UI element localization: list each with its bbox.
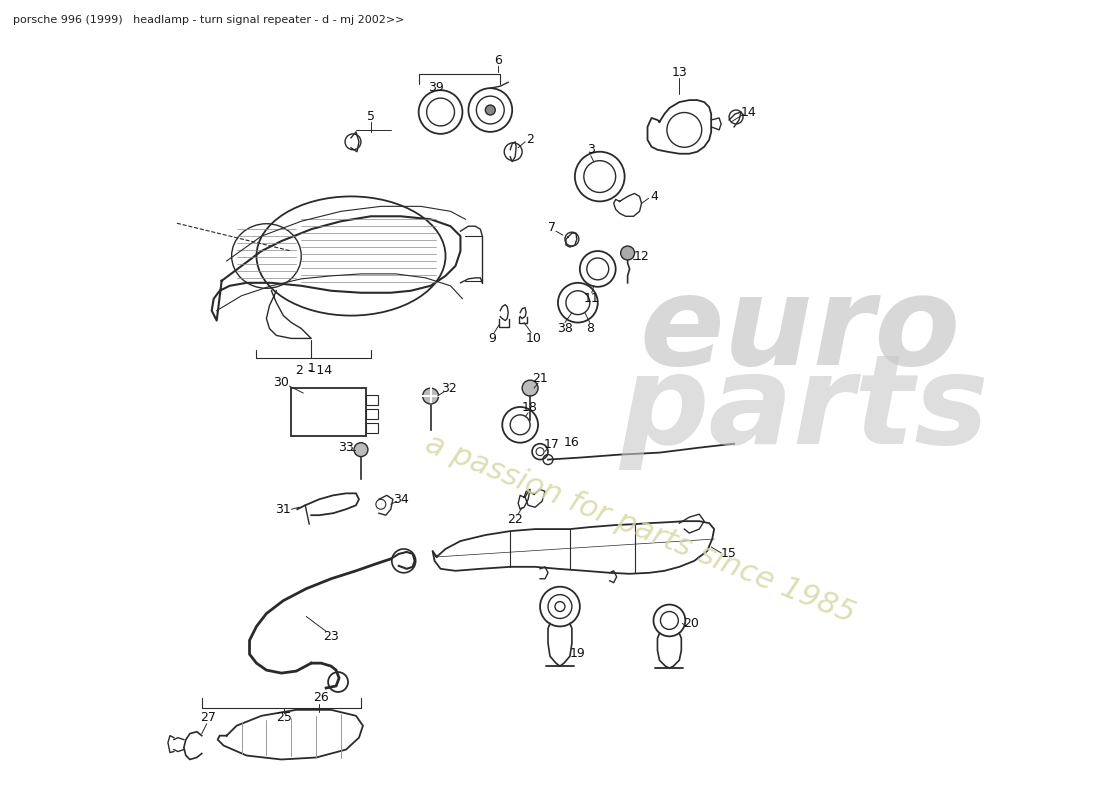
- Bar: [366, 423, 378, 433]
- Circle shape: [354, 442, 367, 457]
- Text: 31: 31: [275, 502, 292, 516]
- Text: 13: 13: [671, 66, 688, 78]
- Text: 9: 9: [488, 332, 496, 345]
- Text: 18: 18: [522, 402, 538, 414]
- Text: 5: 5: [367, 110, 375, 123]
- Text: 3: 3: [587, 143, 595, 156]
- Text: 1: 1: [307, 362, 315, 374]
- Text: 38: 38: [557, 322, 573, 335]
- Text: 21: 21: [532, 372, 548, 385]
- Text: porsche 996 (1999)   headlamp - turn signal repeater - d - mj 2002>>: porsche 996 (1999) headlamp - turn signa…: [13, 14, 404, 25]
- Text: 33: 33: [338, 441, 354, 454]
- Text: 39: 39: [428, 81, 443, 94]
- Text: 17: 17: [544, 438, 560, 451]
- Text: 23: 23: [323, 630, 339, 643]
- Text: 12: 12: [634, 250, 649, 262]
- Text: 22: 22: [507, 513, 524, 526]
- Text: 27: 27: [200, 711, 216, 724]
- Text: 34: 34: [393, 493, 408, 506]
- Text: 2 - 14: 2 - 14: [296, 364, 332, 377]
- Text: a passion for parts since 1985: a passion for parts since 1985: [420, 430, 859, 629]
- Bar: [366, 395, 378, 405]
- Circle shape: [422, 388, 439, 404]
- Text: 32: 32: [441, 382, 456, 394]
- Bar: [292, 388, 366, 436]
- Text: 7: 7: [548, 221, 556, 234]
- Circle shape: [522, 380, 538, 396]
- Text: 20: 20: [683, 617, 700, 630]
- Text: 26: 26: [314, 691, 329, 705]
- Text: 8: 8: [586, 322, 594, 335]
- Text: 19: 19: [570, 646, 585, 660]
- Bar: [366, 409, 378, 419]
- Text: 30: 30: [274, 376, 289, 389]
- Circle shape: [485, 105, 495, 115]
- Circle shape: [620, 246, 635, 260]
- Text: 25: 25: [276, 711, 293, 724]
- Text: 6: 6: [494, 54, 503, 67]
- Text: 15: 15: [722, 547, 737, 561]
- Text: euro: euro: [639, 270, 960, 391]
- Text: parts: parts: [619, 350, 989, 470]
- Text: 16: 16: [564, 436, 580, 450]
- Text: 10: 10: [526, 332, 542, 345]
- Text: 2: 2: [526, 134, 534, 146]
- Text: 14: 14: [741, 106, 757, 118]
- Text: 11: 11: [584, 292, 600, 306]
- Text: 4: 4: [650, 190, 659, 203]
